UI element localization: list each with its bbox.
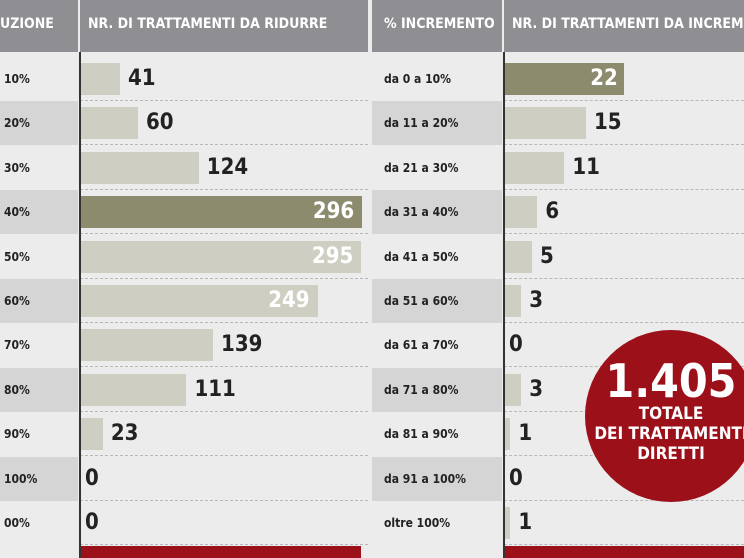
left-row — [80, 457, 368, 501]
left-bar-value: 296 — [312, 199, 355, 225]
right-row-label: da 41 a 50% — [372, 234, 502, 279]
right-bar — [505, 240, 532, 273]
left-label-header: UZIONE — [0, 0, 78, 52]
left-bar-value: 23 — [110, 421, 139, 447]
left-bar — [81, 107, 138, 140]
left-row — [80, 368, 368, 412]
left-row-label: 50% — [0, 234, 78, 279]
left-row-label: 80% — [0, 367, 78, 412]
left-bar — [81, 329, 214, 362]
right-row-label: da 11 a 20% — [372, 101, 502, 146]
right-bar-value: 3 — [529, 288, 543, 313]
right-row — [504, 457, 744, 501]
right-bars-header-text: NR. DI TRATTAMENTI DA INCREMENTARE — [512, 16, 744, 32]
right-label-header-text: % INCREMENTO — [384, 16, 495, 32]
total-line3: DIRETTI — [637, 444, 705, 464]
right-bar — [505, 63, 624, 95]
right-row — [504, 279, 744, 323]
right-bar-value: 15 — [594, 110, 622, 136]
left-bar-value: 111 — [194, 376, 236, 402]
right-bar-value: 6 — [545, 199, 560, 225]
right-bar-value: 1 — [518, 510, 533, 535]
right-bar — [505, 418, 511, 451]
right-row — [504, 146, 744, 190]
left-row — [80, 146, 368, 190]
right-row — [504, 57, 744, 101]
right-row-label: da 71 a 80% — [372, 367, 502, 412]
right-axis — [503, 52, 505, 558]
left-axis — [79, 52, 81, 558]
left-bars-header-text: NR. DI TRATTAMENTI DA RIDURRE — [88, 16, 328, 32]
right-row-label: da 0 a 10% — [372, 57, 502, 101]
left-bar-value: 60 — [146, 110, 174, 136]
right-row-label: oltre 100% — [372, 501, 502, 545]
left-bars-header: NR. DI TRATTAMENTI DA RIDURRE — [80, 0, 368, 52]
left-row — [80, 235, 368, 279]
left-row-label: 10% — [0, 57, 78, 101]
right-label-header: % INCREMENTO — [372, 0, 502, 52]
left-bar — [81, 285, 318, 317]
right-row — [504, 235, 744, 279]
right-row-label: da 51 a 60% — [372, 279, 502, 323]
total-number: 1.405 — [605, 354, 737, 408]
right-bar-value: 0 — [509, 465, 523, 491]
total-circle: 1.405 TOTALE DEI TRATTAMENTI DIRETTI — [585, 330, 744, 502]
right-bar-value: 5 — [540, 243, 554, 269]
right-bar-value: 3 — [529, 376, 543, 402]
left-row — [80, 57, 368, 101]
left-bar — [81, 240, 362, 273]
left-bar-value: 139 — [221, 332, 263, 358]
left-bar — [81, 196, 363, 229]
left-row-label: 30% — [0, 145, 78, 190]
right-row-label: da 31 a 40% — [372, 190, 502, 235]
left-bar — [81, 418, 103, 451]
left-bar-value: 249 — [268, 288, 310, 313]
right-bar — [505, 107, 586, 140]
right-row — [504, 101, 744, 146]
left-bar-value: 295 — [311, 243, 354, 269]
left-row-label: 90% — [0, 412, 78, 457]
left-row — [80, 412, 368, 457]
total-line1: TOTALE — [638, 404, 704, 424]
left-row-label: 00% — [0, 501, 78, 545]
left-total-bar — [81, 546, 361, 558]
total-line2: DEI TRATTAMENTI — [594, 424, 744, 444]
left-row — [80, 279, 368, 323]
right-bar-value: 11 — [572, 154, 600, 180]
right-row-label: da 21 a 30% — [372, 145, 502, 190]
left-row-label: 70% — [0, 323, 78, 368]
left-row-label: 100% — [0, 456, 78, 501]
left-bar-value: 0 — [85, 465, 99, 491]
right-bar — [505, 373, 522, 406]
left-bar — [81, 373, 187, 406]
left-row — [80, 323, 368, 368]
right-total-bar — [505, 546, 744, 558]
left-label-header-text: UZIONE — [0, 16, 54, 32]
left-row — [80, 190, 368, 235]
right-bar-value: 0 — [509, 332, 523, 358]
left-bar-value: 41 — [127, 66, 156, 91]
right-row — [504, 501, 744, 545]
right-bar-value: 22 — [590, 66, 618, 91]
right-row-label: da 61 a 70% — [372, 323, 502, 368]
left-row — [80, 101, 368, 146]
right-bar — [505, 151, 565, 184]
right-row-label: da 91 a 100% — [372, 456, 502, 501]
left-row-label: 60% — [0, 279, 78, 323]
right-bar — [505, 196, 538, 229]
right-row — [504, 190, 744, 235]
right-bar — [505, 285, 522, 317]
right-row-label: da 81 a 90% — [372, 412, 502, 457]
right-bar-value: 1 — [518, 421, 533, 447]
left-row-label: 20% — [0, 101, 78, 146]
left-bar-value: 0 — [85, 510, 99, 535]
left-bar — [81, 151, 199, 184]
right-bar — [505, 507, 511, 539]
left-bar-value: 124 — [206, 154, 249, 180]
left-bar — [81, 63, 120, 95]
left-row — [80, 501, 368, 545]
left-row-label: 40% — [0, 190, 78, 235]
right-bars-header: NR. DI TRATTAMENTI DA INCREMENTARE — [504, 0, 744, 52]
